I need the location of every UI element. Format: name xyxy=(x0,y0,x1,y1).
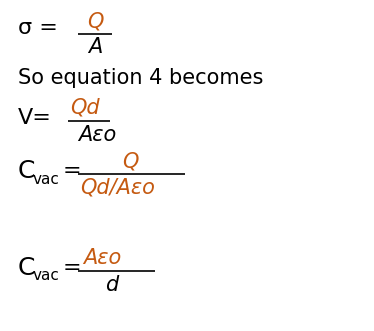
Text: d: d xyxy=(105,275,119,295)
Text: Aεo: Aεo xyxy=(78,125,116,145)
Text: C: C xyxy=(18,256,36,280)
Text: C: C xyxy=(18,159,36,183)
Text: A: A xyxy=(88,37,102,57)
Text: σ =: σ = xyxy=(18,18,58,38)
Text: Q: Q xyxy=(87,11,103,31)
Text: =: = xyxy=(63,258,82,278)
Text: Qd: Qd xyxy=(70,98,100,118)
Text: vac: vac xyxy=(33,268,60,283)
Text: Q: Q xyxy=(122,151,138,171)
Text: V=: V= xyxy=(18,108,52,128)
Text: Aεo: Aεo xyxy=(83,248,121,268)
Text: Qd/Aεo: Qd/Aεo xyxy=(80,178,155,198)
Text: vac: vac xyxy=(33,171,60,186)
Text: So equation 4 becomes: So equation 4 becomes xyxy=(18,68,263,88)
Text: =: = xyxy=(63,161,82,181)
